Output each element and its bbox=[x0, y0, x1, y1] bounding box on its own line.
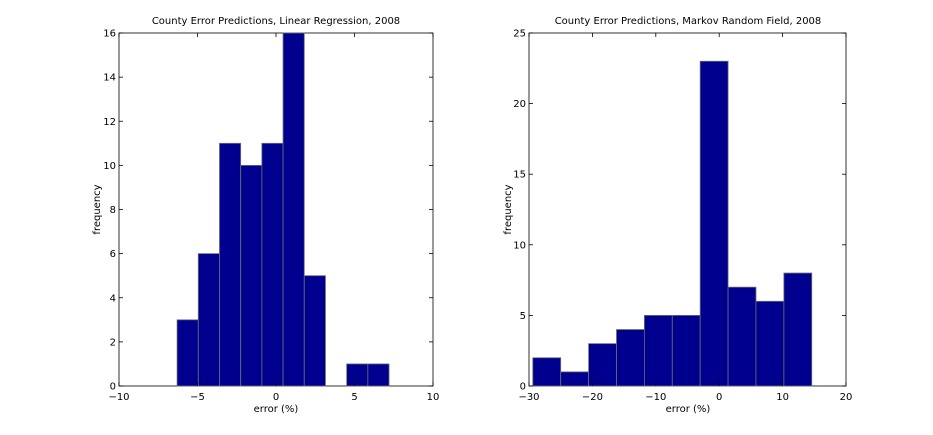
chart-markov-random-field: County Error Predictions, Markov Random … bbox=[503, 16, 852, 415]
x-tick-label: −30 bbox=[518, 392, 539, 403]
x-tick-label: 20 bbox=[840, 392, 853, 403]
y-tick-label: 0 bbox=[520, 382, 526, 393]
x-tick-labels: −30 −20 −10 0 10 20 bbox=[518, 392, 852, 403]
x-tick-label: 0 bbox=[716, 392, 722, 403]
bar-group bbox=[176, 32, 390, 387]
y-tick-label: 0 bbox=[110, 382, 116, 393]
tick-group bbox=[118, 32, 434, 387]
y-tick-label: 10 bbox=[103, 161, 116, 172]
y-tick-label: 20 bbox=[513, 99, 526, 110]
y-tick-label: 5 bbox=[520, 311, 526, 322]
x-tick-label: −10 bbox=[645, 392, 666, 403]
histogram-bar bbox=[560, 371, 589, 387]
histogram-bar bbox=[643, 314, 673, 387]
histogram-bar bbox=[176, 319, 199, 387]
y-tick-label: 6 bbox=[110, 249, 116, 260]
y-tick-label: 25 bbox=[513, 29, 526, 40]
y-axis-label: frequency bbox=[503, 184, 514, 234]
x-tick-label: 0 bbox=[273, 392, 279, 403]
histogram-bar bbox=[727, 286, 757, 387]
x-tick-label: −20 bbox=[582, 392, 603, 403]
histogram-bar bbox=[532, 357, 562, 387]
histogram-bar bbox=[219, 142, 242, 387]
x-tick-label: 10 bbox=[427, 392, 440, 403]
y-tick-labels: 0 2 4 6 8 10 12 14 16 bbox=[103, 29, 116, 393]
histogram-bar bbox=[699, 60, 729, 387]
y-tick-label: 14 bbox=[103, 73, 116, 84]
chart-linear-regression: County Error Predictions, Linear Regress… bbox=[92, 16, 439, 415]
chart-title: County Error Predictions, Markov Random … bbox=[555, 16, 822, 27]
histogram-bar bbox=[240, 164, 263, 387]
tick-group bbox=[528, 32, 847, 387]
y-tick-label: 2 bbox=[110, 337, 116, 348]
chart-title: County Error Predictions, Linear Regress… bbox=[152, 16, 400, 27]
bar-group bbox=[532, 60, 813, 387]
x-tick-label: 10 bbox=[776, 392, 789, 403]
x-tick-labels: −10 −5 0 5 10 bbox=[108, 392, 439, 403]
histogram-bar bbox=[261, 142, 284, 387]
x-tick-label: 5 bbox=[351, 392, 357, 403]
y-axis-label: frequency bbox=[92, 184, 103, 234]
y-tick-label: 10 bbox=[513, 240, 526, 251]
x-tick-label: −10 bbox=[108, 392, 129, 403]
y-tick-label: 8 bbox=[110, 205, 116, 216]
y-tick-label: 12 bbox=[103, 117, 116, 128]
y-tick-label: 4 bbox=[110, 293, 116, 304]
histogram-bar bbox=[282, 32, 305, 387]
histogram-bar bbox=[616, 329, 645, 387]
x-axis-label: error (%) bbox=[666, 404, 711, 415]
y-tick-label: 16 bbox=[103, 29, 116, 40]
histogram-bar bbox=[367, 363, 390, 387]
y-tick-labels: 0 5 10 15 20 25 bbox=[513, 29, 526, 393]
x-tick-label: −5 bbox=[190, 392, 205, 403]
histogram-bar bbox=[197, 253, 220, 387]
x-axis-label: error (%) bbox=[254, 404, 299, 415]
histogram-bar bbox=[588, 343, 617, 387]
histogram-bar bbox=[755, 300, 785, 387]
histogram-bar bbox=[783, 272, 813, 387]
y-tick-label: 15 bbox=[513, 170, 526, 181]
histogram-bar bbox=[303, 275, 326, 387]
histogram-bar bbox=[346, 363, 369, 387]
histogram-bar bbox=[671, 314, 701, 387]
